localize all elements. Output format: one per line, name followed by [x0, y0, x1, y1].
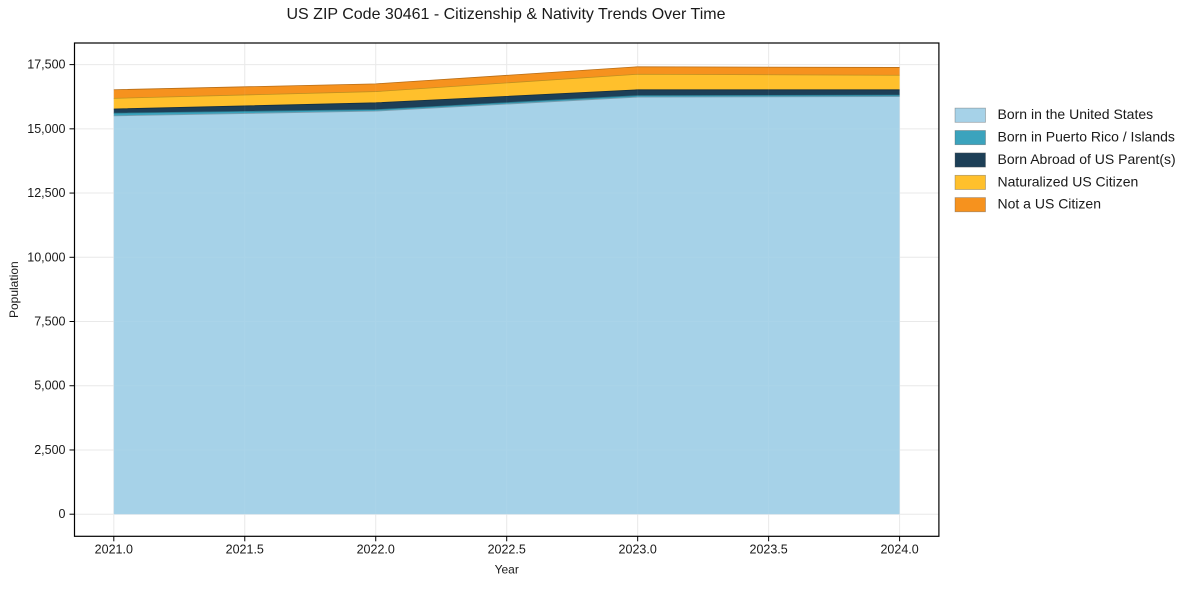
svg-text:2024.0: 2024.0: [880, 542, 918, 556]
svg-text:Population: Population: [7, 261, 21, 318]
svg-text:15,000: 15,000: [27, 122, 65, 136]
svg-text:2,500: 2,500: [34, 443, 65, 457]
svg-text:Born Abroad of US Parent(s): Born Abroad of US Parent(s): [998, 151, 1176, 167]
svg-text:2022.0: 2022.0: [357, 542, 395, 556]
svg-text:2023.5: 2023.5: [750, 542, 788, 556]
svg-text:Born in the United States: Born in the United States: [998, 106, 1154, 122]
svg-text:7,500: 7,500: [34, 315, 65, 329]
svg-text:2021.5: 2021.5: [226, 542, 264, 556]
svg-text:5,000: 5,000: [34, 379, 65, 393]
svg-text:Naturalized US Citizen: Naturalized US Citizen: [998, 173, 1139, 189]
svg-text:2021.0: 2021.0: [95, 542, 133, 556]
svg-text:2023.0: 2023.0: [619, 542, 657, 556]
svg-text:Year: Year: [495, 562, 519, 576]
svg-text:2022.5: 2022.5: [488, 542, 526, 556]
svg-text:10,000: 10,000: [27, 250, 65, 264]
svg-text:12,500: 12,500: [27, 186, 65, 200]
svg-text:0: 0: [59, 507, 66, 521]
svg-text:Not a US Citizen: Not a US Citizen: [998, 196, 1101, 212]
svg-text:17,500: 17,500: [27, 58, 65, 72]
svg-text:Born in Puerto Rico / Islands: Born in Puerto Rico / Islands: [998, 129, 1175, 145]
